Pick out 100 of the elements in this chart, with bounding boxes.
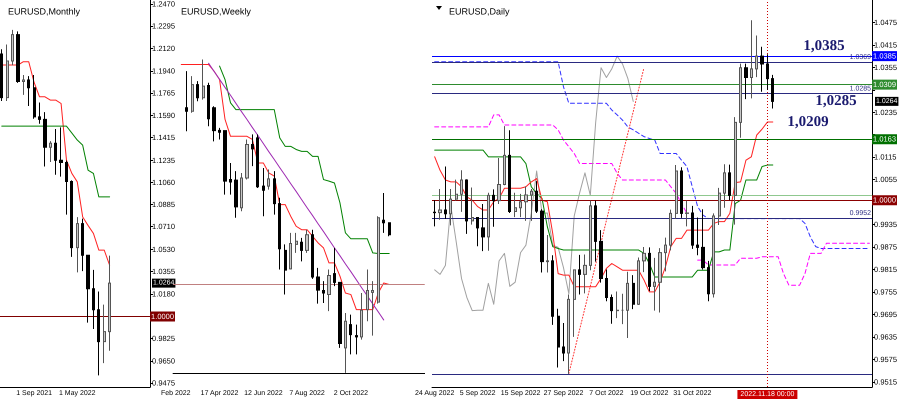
line-series <box>434 150 774 278</box>
candlestick <box>669 209 672 251</box>
candlestick <box>76 216 79 273</box>
candlestick <box>616 291 619 319</box>
candlestick <box>648 246 651 292</box>
candlestick <box>460 170 463 212</box>
candlestick <box>240 172 243 212</box>
candlestick <box>444 166 447 220</box>
chart-title: EURUSD,Weekly <box>181 6 252 16</box>
candlestick <box>455 179 458 202</box>
candlestick <box>245 138 249 180</box>
candlestick <box>599 230 603 284</box>
candlestick <box>267 169 270 190</box>
candlestick <box>207 82 210 127</box>
candlestick <box>108 255 111 352</box>
candlestick <box>546 234 549 273</box>
candlestick <box>750 20 753 99</box>
candlestick <box>766 54 769 90</box>
candlestick <box>632 274 635 310</box>
candlestick <box>637 257 640 306</box>
candlestick <box>43 112 47 167</box>
candlestick <box>81 218 84 272</box>
candlestick <box>388 222 391 237</box>
annotation: 1,0285 <box>815 93 857 109</box>
candlestick <box>707 260 710 302</box>
candlestick <box>360 292 363 340</box>
candlestick <box>471 187 474 226</box>
candlestick <box>349 314 352 355</box>
candlestick <box>438 188 442 220</box>
candlestick <box>723 164 726 208</box>
candlestick <box>97 290 100 376</box>
candlestick <box>185 70 188 132</box>
candlestick <box>653 257 656 312</box>
candlestick <box>196 80 199 102</box>
annotation: 1,0385 <box>803 38 845 54</box>
candlestick <box>562 322 565 362</box>
candlestick <box>530 188 533 222</box>
candlestick <box>366 268 369 322</box>
candlestick <box>11 29 14 66</box>
candlestick <box>433 200 436 227</box>
candlestick <box>712 212 715 298</box>
candlestick <box>557 308 560 368</box>
candlestick <box>191 76 194 114</box>
candlestick <box>621 293 624 325</box>
candlestick <box>497 157 501 204</box>
candlestick <box>49 140 52 163</box>
candlestick <box>626 271 629 338</box>
line-series <box>434 122 774 292</box>
candlestick <box>382 192 385 234</box>
candlestick <box>487 192 490 252</box>
candlestick <box>492 188 495 228</box>
candlestick <box>583 254 587 294</box>
candlestick <box>256 134 259 189</box>
candlestick <box>234 170 238 218</box>
candlestick <box>27 76 30 107</box>
candlestick <box>524 186 528 222</box>
candlestick <box>503 126 506 186</box>
text: EURUSD,Monthly <box>8 6 81 16</box>
candlestick <box>377 216 380 304</box>
candlestick <box>691 205 694 250</box>
candlestick <box>33 74 36 120</box>
candlestick <box>202 59 205 100</box>
candlestick <box>333 247 336 287</box>
candlestick <box>338 282 342 348</box>
candlestick <box>755 35 758 78</box>
candlestick <box>465 178 468 234</box>
candlestick <box>589 200 592 271</box>
candlestick <box>551 254 554 326</box>
text: EURUSD,Daily <box>449 6 510 16</box>
candlestick <box>519 193 522 218</box>
candlestick <box>65 160 68 216</box>
candlestick <box>675 164 678 220</box>
candlestick <box>573 268 576 338</box>
line-series <box>568 67 644 374</box>
candlestick <box>371 280 374 336</box>
candlestick <box>578 254 581 296</box>
candlestick <box>54 128 57 176</box>
candlestick <box>300 237 303 262</box>
candlestick <box>103 304 106 364</box>
candlestick <box>701 208 705 270</box>
candlestick <box>327 268 331 312</box>
candlestick <box>605 268 608 302</box>
candlestick <box>278 197 281 270</box>
candlestick <box>481 203 485 252</box>
candlestick <box>664 237 667 272</box>
candlestick <box>212 106 216 142</box>
candlestick <box>680 166 683 218</box>
candlestick <box>218 127 221 140</box>
candlestick <box>734 116 737 226</box>
candlestick <box>567 294 570 374</box>
line-series <box>1 126 110 198</box>
candlestick <box>70 180 73 258</box>
candlestick <box>295 232 298 254</box>
candlestick <box>508 130 511 214</box>
candlestick <box>449 188 452 226</box>
candlestick <box>223 130 227 196</box>
candlestick <box>92 269 95 330</box>
candlestick <box>540 208 544 273</box>
candlestick <box>535 180 538 214</box>
candlestick <box>316 267 320 304</box>
